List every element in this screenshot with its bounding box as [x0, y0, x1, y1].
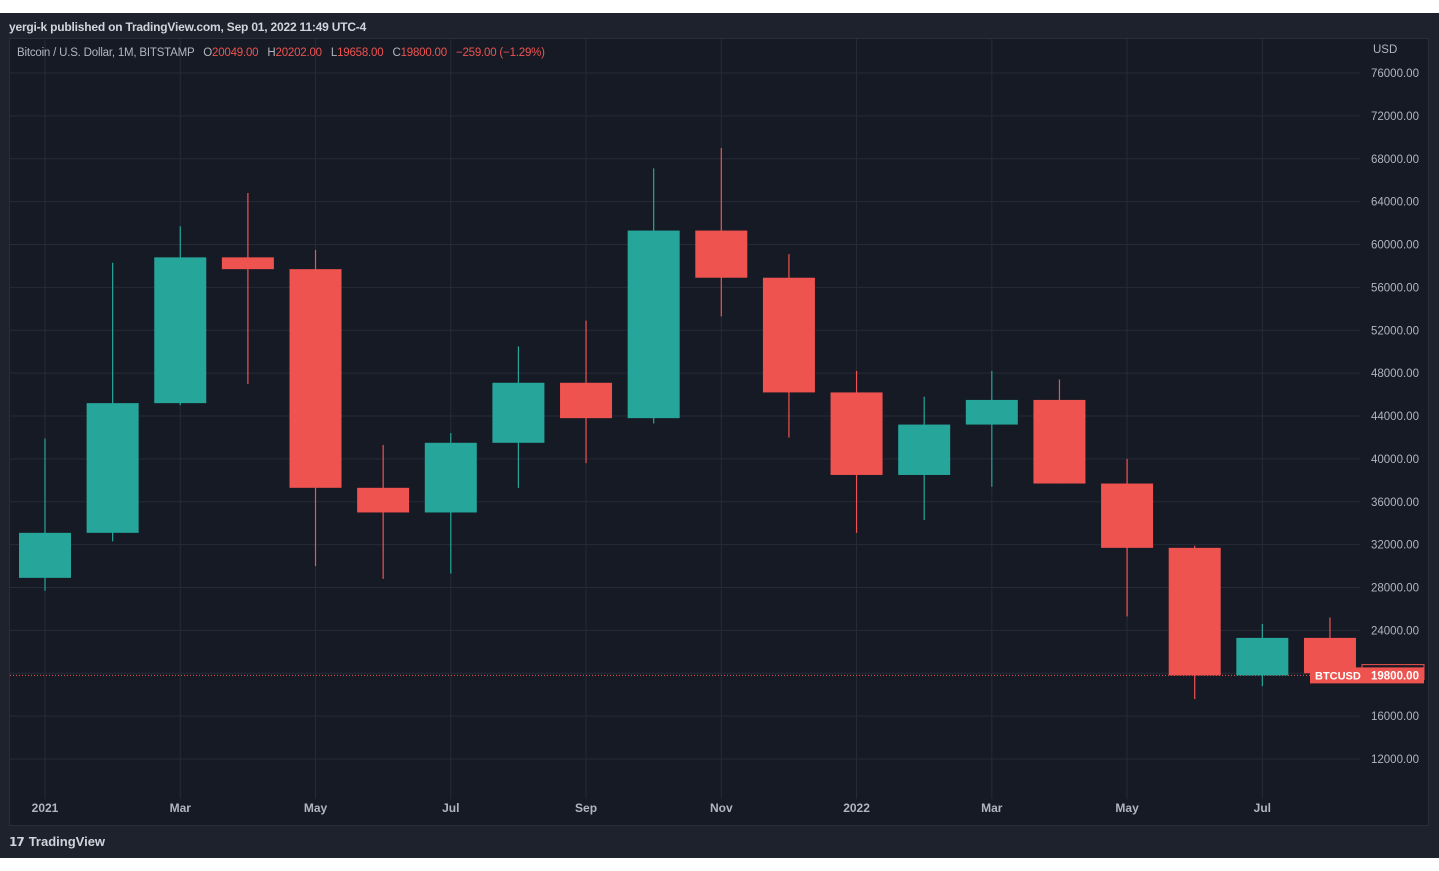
candlestick-chart[interactable]: 76000.00 72000.00 68000.00 64000.00 60000.00… [10, 39, 1428, 825]
high-value: 20202.00 [275, 47, 323, 59]
symbol-label: Bitcoin / U.S. Dollar, 1M, BITSTAMP [17, 47, 195, 59]
y-tick-label: 68000.00 [1371, 154, 1419, 166]
currency-label: USD [1373, 44, 1397, 56]
high-label: H [267, 47, 276, 59]
candle-body[interactable] [289, 269, 342, 488]
symbol-tag [1310, 667, 1362, 684]
candle-body[interactable] [1101, 483, 1154, 548]
y-tick-label: 28000.00 [1371, 583, 1419, 595]
y-tick-label: 48000.00 [1371, 368, 1419, 380]
candle-body[interactable] [830, 392, 883, 475]
y-tick-label: 12000.00 [1371, 754, 1419, 766]
close-value: 19800.00 [400, 47, 448, 59]
open-label: O [203, 47, 213, 59]
brand-label: TradingView [28, 834, 106, 849]
x-tick-label: Jul [1254, 801, 1271, 815]
chart-area[interactable]: 76000.00 72000.00 68000.00 64000.00 60000.00… [9, 38, 1429, 826]
candle-body[interactable] [627, 230, 680, 419]
x-tick-label: 2021 [32, 801, 59, 815]
chart-frame: yergi-k published on TradingView.com, Se… [0, 13, 1439, 858]
last-price-box [1362, 667, 1424, 684]
y-tick-label: 52000.00 [1371, 325, 1419, 337]
ohlc-legend: Bitcoin / U.S. Dollar, 1M, BITSTAMP O200… [17, 47, 545, 59]
y-tick-label: 60000.00 [1371, 240, 1419, 252]
candle-body[interactable] [965, 399, 1018, 425]
y-tick-label: 76000.00 [1371, 68, 1419, 80]
x-tick-label: Jul [442, 801, 459, 815]
candle-body[interactable] [898, 424, 951, 475]
candle-body[interactable] [221, 257, 274, 270]
candle-body[interactable] [424, 442, 477, 513]
candle-body[interactable] [1033, 399, 1086, 484]
y-tick-label: 44000.00 [1371, 411, 1419, 423]
low-value: 19658.00 [337, 47, 384, 59]
low-label: L [330, 47, 338, 59]
y-tick-label: 72000.00 [1371, 111, 1419, 123]
y-tick-label: 16000.00 [1371, 711, 1419, 723]
open-value: 20049.00 [212, 47, 259, 59]
candle-body[interactable] [560, 382, 613, 419]
candle-body[interactable] [762, 277, 815, 393]
candle-body[interactable] [154, 257, 207, 404]
candle-body[interactable] [1303, 637, 1356, 674]
y-tick-label: 24000.00 [1371, 625, 1419, 637]
y-tick-label: 64000.00 [1371, 197, 1419, 209]
symbol-tag-label: BTCUSD [1315, 670, 1361, 682]
publish-info: yergi-k published on TradingView.com, Se… [9, 20, 367, 34]
candle-body[interactable] [1236, 637, 1289, 676]
x-tick-label: Sep [575, 801, 597, 815]
candle-body[interactable] [695, 230, 748, 278]
change-value: −259.00 (−1.29%) [455, 47, 545, 59]
x-tick-label: 2022 [843, 801, 870, 815]
x-tick-label: Mar [981, 801, 1003, 815]
y-tick-label: 40000.00 [1371, 454, 1419, 466]
x-tick-label: May [1115, 801, 1139, 815]
last-price-label: 19800.00 [1371, 670, 1419, 682]
x-tick-label: Nov [710, 801, 733, 815]
candle-body[interactable] [86, 403, 139, 533]
candle-body[interactable] [1168, 547, 1221, 676]
y-tick-label: 56000.00 [1371, 282, 1419, 294]
candle-body[interactable] [492, 382, 545, 443]
y-tick-label: 36000.00 [1371, 497, 1419, 509]
tradingview-brand[interactable]: 𝟭𝟳 TradingView [9, 834, 105, 849]
tradingview-logo-icon: 𝟭𝟳 [9, 834, 25, 849]
candle-body[interactable] [357, 487, 410, 513]
x-tick-label: May [304, 801, 328, 815]
close-label: C [392, 47, 401, 59]
candle-body[interactable] [19, 532, 71, 578]
y-tick-label: 32000.00 [1371, 540, 1419, 552]
x-tick-label: Mar [170, 801, 192, 815]
